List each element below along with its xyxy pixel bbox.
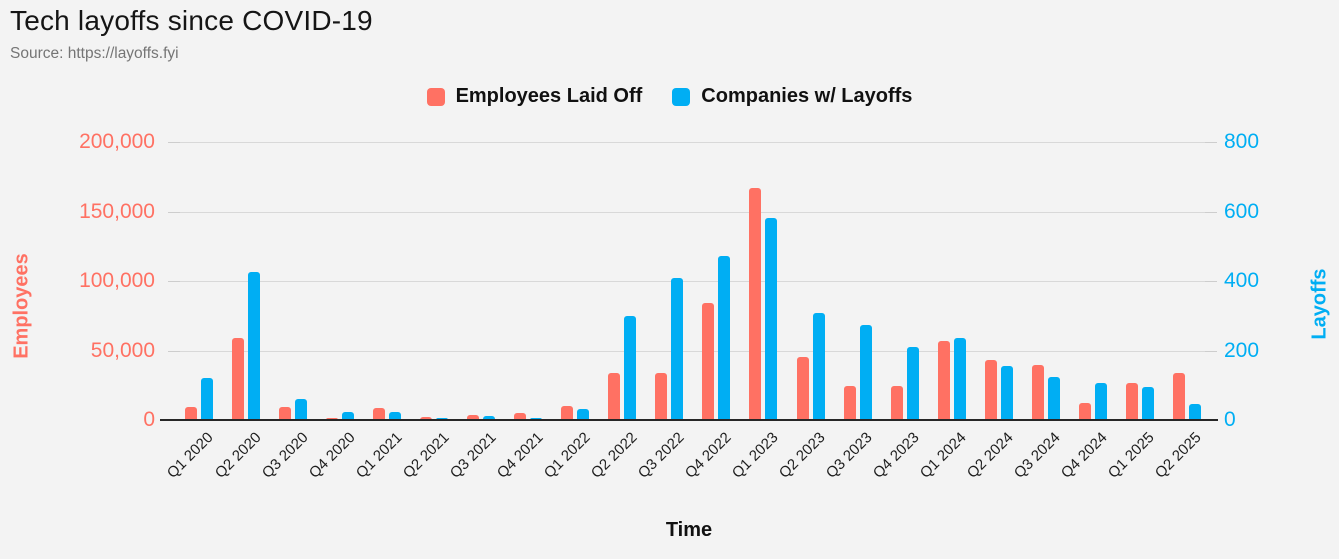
bar-employees-q1-2024[interactable] [937,340,950,420]
right-axis-tick-label: 400 [1224,269,1260,292]
x-axis-tick-label: Q1 2024 [916,429,970,482]
x-axis-tick-label: Q4 2024 [1058,429,1111,482]
legend-item-employees[interactable]: Employees Laid Off [426,85,643,108]
bar-employees-q2-2022[interactable] [608,372,621,420]
x-axis-tick-label: Q1 2020 [164,429,218,482]
left-tick-mark [168,281,180,282]
x-axis-title: Time [665,519,713,541]
bar-employees-q4-2021[interactable] [514,413,527,420]
bar-employees-q3-2022[interactable] [655,372,668,420]
left-tick-mark [168,350,180,352]
left-tick-mark [168,211,180,213]
bar-employees-q3-2023[interactable] [843,385,856,420]
bar-employees-q1-2023[interactable] [749,187,762,420]
gridline [168,281,1210,282]
bar-companies-q3-2021[interactable] [483,415,496,420]
bar-employees-q2-2023[interactable] [796,356,809,420]
x-axis-tick-label: Q4 2021 [493,429,547,482]
right-axis-tick-label: 800 [1224,130,1260,153]
x-axis-tick-label: Q1 2025 [1105,429,1158,482]
bar-employees-q3-2020[interactable] [279,406,292,420]
bar-employees-q2-2025[interactable] [1172,372,1185,420]
right-tick-mark [1205,350,1217,352]
gridline [168,211,1210,213]
x-axis-tick-label: Q2 2020 [211,429,265,482]
legend-swatch-employees [426,87,445,106]
x-axis-tick-label: Q4 2020 [305,429,359,482]
right-tick-mark [1205,211,1217,213]
bar-companies-q4-2023[interactable] [906,347,919,420]
x-axis-tick-label: Q3 2023 [822,429,876,482]
bar-companies-q4-2020[interactable] [342,412,355,420]
x-axis-tick-label: Q2 2023 [775,429,829,482]
bar-employees-q2-2021[interactable] [420,416,433,420]
bar-companies-q1-2022[interactable] [577,408,590,420]
x-axis-tick-label: Q1 2022 [540,429,594,482]
bar-companies-q4-2022[interactable] [718,255,731,420]
bar-companies-q1-2025[interactable] [1141,387,1154,420]
bar-companies-q1-2021[interactable] [389,411,402,420]
x-axis-tick-label: Q4 2023 [869,429,923,482]
x-axis-tick-label: Q4 2022 [681,429,735,482]
gridline [168,142,1210,143]
bar-companies-q1-2024[interactable] [953,337,966,420]
bar-employees-q1-2025[interactable] [1125,383,1138,420]
left-axis-tick-label: 50,000 [90,338,155,362]
bar-employees-q2-2020[interactable] [232,337,245,420]
bar-companies-q2-2025[interactable] [1188,404,1201,420]
left-tick-mark [168,142,180,143]
left-axis-tick-label: 0 [143,408,155,431]
legend-label-employees: Employees Laid Off [455,85,643,107]
bar-employees-q1-2022[interactable] [561,406,574,420]
bar-employees-q4-2024[interactable] [1078,402,1091,420]
bar-employees-q3-2024[interactable] [1031,365,1044,420]
legend-item-companies[interactable]: Companies w/ Layoffs [672,85,912,108]
x-axis-tick-label: Q2 2024 [963,429,1017,482]
x-axis-tick-label: Q2 2025 [1152,429,1205,482]
bar-employees-q1-2021[interactable] [373,408,386,420]
left-axis-tick-label: 150,000 [79,199,155,223]
x-axis-line [160,419,1218,421]
bar-companies-q3-2020[interactable] [295,399,308,420]
bar-employees-q3-2021[interactable] [467,414,480,420]
bar-companies-q3-2024[interactable] [1047,376,1060,420]
right-axis-tick-label: 200 [1224,338,1260,362]
right-tick-mark [1205,142,1217,143]
right-tick-mark [1205,281,1217,282]
x-axis-tick-label: Q1 2023 [728,429,782,482]
bar-companies-q1-2023[interactable] [765,217,778,420]
gridline [168,350,1210,352]
x-axis-tick-label: Q3 2020 [258,429,312,482]
bar-employees-q1-2020[interactable] [185,406,197,420]
bar-companies-q4-2024[interactable] [1094,383,1107,420]
left-axis-tick-label: 100,000 [79,269,155,292]
bar-companies-q2-2022[interactable] [624,315,637,420]
chart-source: Source: https://layoffs.fyi [10,45,179,62]
x-axis-tick-label: Q2 2021 [399,429,453,482]
right-axis-tick-label: 0 [1224,408,1236,431]
right-axis-tick-label: 600 [1224,199,1260,223]
x-axis-tick-label: Q1 2021 [352,429,406,482]
x-axis-tick-label: Q3 2022 [634,429,688,482]
bar-employees-q4-2023[interactable] [890,385,903,420]
bar-companies-q2-2020[interactable] [248,272,261,420]
bar-companies-q3-2023[interactable] [859,325,872,420]
x-axis-tick-label: Q3 2024 [1011,429,1064,482]
left-axis-tick-label: 200,000 [79,130,155,153]
legend-label-companies: Companies w/ Layoffs [701,85,913,107]
bar-employees-q2-2024[interactable] [984,360,997,420]
chart-title: Tech layoffs since COVID-19 [10,5,373,36]
bar-employees-q4-2022[interactable] [702,303,715,420]
bar-companies-q2-2024[interactable] [1000,366,1013,420]
x-axis-tick-label: Q3 2021 [446,429,500,482]
legend: Employees Laid Off Companies w/ Layoffs [0,85,1339,108]
bar-companies-q3-2022[interactable] [671,278,684,420]
bar-companies-q1-2020[interactable] [201,378,213,420]
legend-swatch-companies [672,87,691,106]
x-axis-tick-label: Q2 2022 [587,429,641,482]
bar-companies-q2-2023[interactable] [812,312,825,420]
